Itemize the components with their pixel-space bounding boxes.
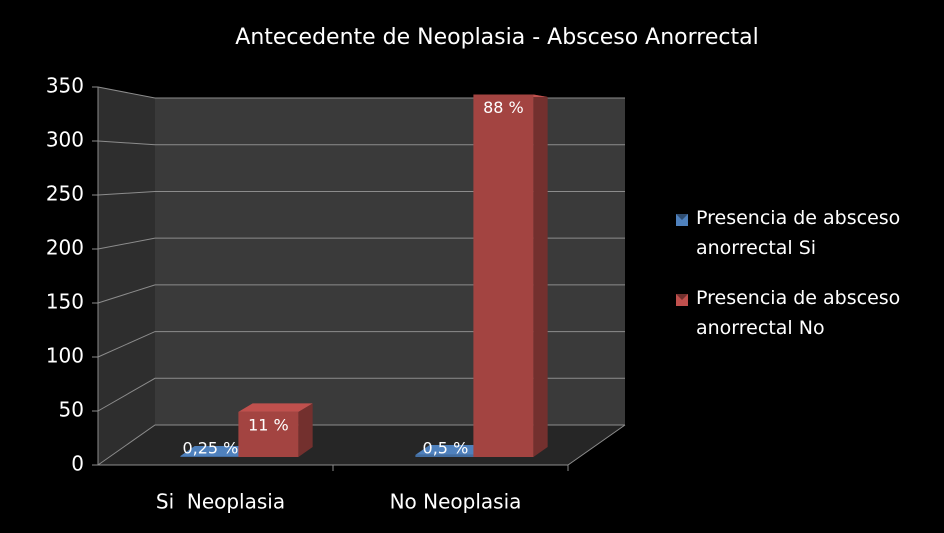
bar-side [298, 403, 313, 457]
x-tick-label: Si Neoplasia [156, 490, 285, 514]
bar-top [238, 403, 313, 412]
y-tick-label: 50 [59, 398, 84, 422]
x-tick-label: No Neoplasia [390, 490, 522, 514]
grid-line [97, 424, 625, 466]
chart-title: Antecedente de Neoplasia - Absceso Anorr… [235, 25, 758, 50]
legend-label: Presencia de absceso anorrectal Si [696, 207, 901, 259]
grid-line [97, 190, 625, 196]
legend-marker [676, 294, 688, 306]
bar-front [415, 454, 476, 457]
bar-top [415, 444, 490, 455]
legend-swatch-shade [676, 294, 688, 300]
bar-front [180, 455, 241, 457]
bar-front [238, 411, 299, 457]
y-tick-label: 250 [46, 182, 84, 206]
side-wall [98, 87, 155, 465]
value-label: 11 % [248, 415, 289, 434]
legend-label: Presencia de absceso anorrectal No [696, 287, 901, 339]
y-tick-label: 350 [46, 74, 84, 98]
bar-front [473, 94, 534, 457]
y-tick-label: 300 [46, 128, 84, 152]
grid-line [97, 86, 625, 99]
bar [238, 403, 313, 457]
bar-top [180, 445, 255, 456]
value-label: 0,5 % [423, 439, 469, 458]
grid-line [97, 284, 625, 304]
y-tick-label: 100 [46, 344, 84, 368]
value-label: 0,25 % [182, 439, 238, 458]
bar-side [533, 94, 548, 457]
grid-line [97, 377, 625, 412]
legend-marker [676, 214, 688, 226]
grid-line [97, 237, 625, 250]
bar [473, 94, 548, 457]
value-label: 88 % [483, 98, 524, 117]
grid-line [97, 331, 625, 358]
grid-line [97, 140, 625, 146]
y-tick-label: 150 [46, 290, 84, 314]
back-wall [155, 98, 625, 425]
y-tick-label: 0 [71, 452, 84, 476]
y-tick-label: 200 [46, 236, 84, 260]
legend-swatch-shade [676, 214, 688, 220]
